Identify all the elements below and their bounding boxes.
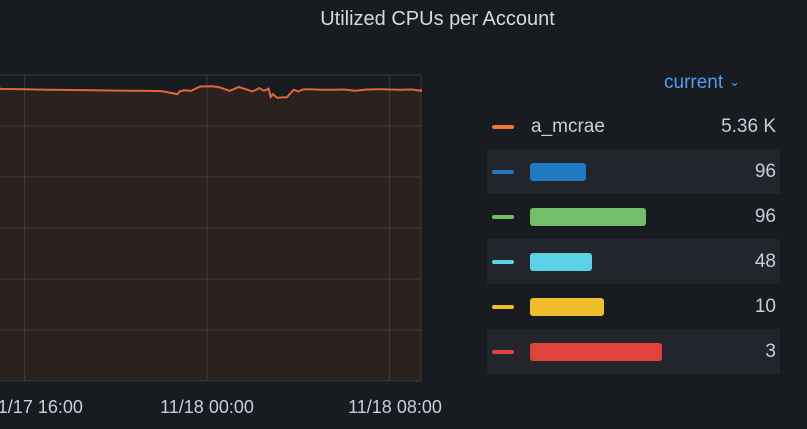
x-tick-label: 11/18 08:00 [348, 397, 442, 417]
legend-item[interactable]: 96 [487, 149, 780, 194]
legend-item[interactable]: 3 [487, 329, 780, 374]
legend-item[interactable]: 10 [487, 284, 780, 329]
redacted-series-name [530, 253, 592, 271]
series-current-value: 96 [754, 161, 776, 182]
series-color-swatch[interactable] [492, 305, 514, 309]
redacted-series-name [530, 163, 586, 181]
chevron-down-icon: ⌄ [729, 74, 741, 89]
x-tick-label: 11/17 16:00 [0, 397, 83, 417]
panel-title: Utilized CPUs per Account [320, 8, 555, 30]
series-color-swatch[interactable] [492, 170, 514, 174]
legend-sort-current[interactable]: current ⌄ [664, 72, 740, 94]
series-line-a_mcrae [0, 85, 422, 100]
series-current-value: 5.36 K [721, 116, 776, 137]
redacted-series-name [530, 208, 646, 226]
x-tick-label: 11/18 00:00 [160, 397, 254, 417]
legend-table: a_mcrae 5.36 K 96 96 48 10 3 [487, 104, 780, 374]
redacted-series-name [530, 343, 662, 361]
series-color-swatch[interactable] [492, 125, 514, 129]
legend-header-label: current [664, 72, 724, 93]
series-current-value: 3 [765, 341, 776, 362]
series-area-a_mcrae [0, 86, 421, 381]
series-color-swatch[interactable] [492, 350, 514, 354]
series-current-value: 48 [754, 251, 776, 272]
series-current-value: 96 [754, 206, 776, 227]
legend-item[interactable]: 96 [487, 194, 780, 239]
series-color-swatch[interactable] [492, 215, 514, 219]
legend-item[interactable]: 48 [487, 239, 780, 284]
legend-item[interactable]: a_mcrae 5.36 K [487, 104, 780, 149]
series-color-swatch[interactable] [492, 260, 514, 264]
cpu-timeseries-chart: 11/17 16:00 11/18 00:00 11/18 08:00 [0, 74, 442, 417]
series-name: a_mcrae [531, 116, 605, 137]
series-current-value: 10 [754, 296, 776, 317]
redacted-series-name [530, 298, 604, 316]
